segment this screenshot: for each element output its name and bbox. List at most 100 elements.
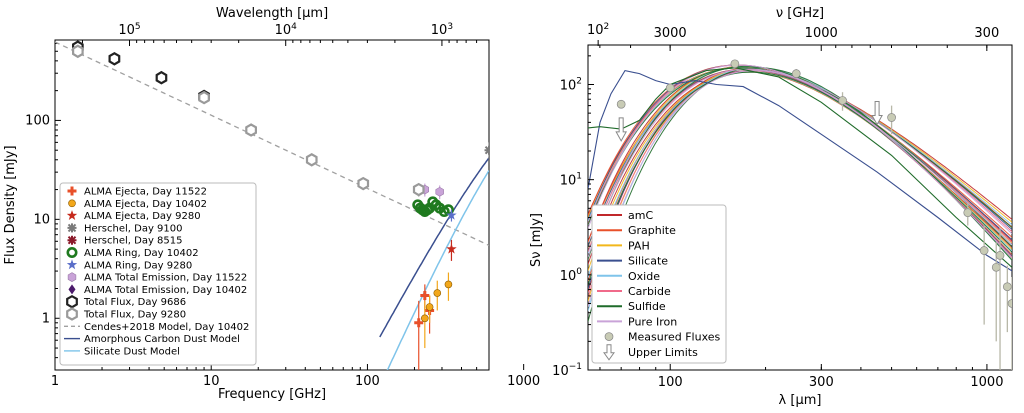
data-point [446, 209, 457, 220]
right-top-axis-ticks: 3000 1000 300 [599, 26, 999, 51]
legend-marker [67, 223, 77, 233]
right-plot-frame [587, 44, 1013, 371]
data-point [72, 44, 84, 59]
model-curve-silicate-outlier [588, 69, 1012, 272]
model-curve-pure-iron [588, 64, 1012, 245]
legend-marker [68, 199, 76, 208]
legend-label: Measured Fluxes [628, 331, 721, 344]
left-chart: 1 10 100 1000 1 10 100 105 104 103 102 Frequency … [3, 6, 609, 402]
data-point [412, 182, 425, 197]
legend-marker [68, 284, 76, 295]
legend-marker [603, 344, 615, 361]
legend-marker [66, 307, 78, 321]
top-tick-label: 105 [118, 22, 140, 38]
data-point [484, 145, 489, 155]
right-y-axis-title: Sν [mJy] [529, 213, 544, 267]
legend-label: Silicate [628, 255, 668, 268]
left-axis-ticks: 1 10 100 1000 1 10 100 [25, 42, 540, 389]
top-tick-label: 3000 [654, 26, 687, 41]
legend-label: Upper Limits [628, 346, 698, 359]
legend-marker [67, 186, 77, 196]
right-top-axis-title: ν [GHz] [776, 6, 824, 21]
data-point [420, 290, 430, 300]
legend-label: PAH [628, 239, 650, 252]
measured-flux-point [838, 96, 847, 105]
legend-marker [66, 210, 78, 220]
upper-limit-arrow [615, 117, 628, 142]
y-tick-label: 102 [560, 76, 582, 93]
legend-marker [66, 247, 78, 259]
left-x-axis-title: Frequency [GHz] [218, 387, 326, 402]
legend-label: Graphite [628, 224, 676, 237]
right-legend-box [591, 204, 727, 364]
measured-flux-point [1007, 299, 1012, 308]
top-tick-label: 102 [587, 22, 609, 38]
y-tick-label: 100 [25, 113, 50, 128]
right-data-points [615, 59, 1012, 370]
legend-marker [67, 235, 77, 245]
data-point [357, 176, 370, 191]
left-plot-frame [54, 39, 490, 371]
legend-label: Carbide [628, 285, 671, 298]
data-point [305, 153, 318, 167]
legend-marker [66, 259, 78, 270]
right-x-axis-title: λ [μm] [779, 393, 822, 408]
upper-limit-marker [493, 188, 500, 195]
right-chart: 100 300 1000 10−1 100 101 102 3000 1000 300 λ [μ… [529, 6, 1013, 408]
right-axis-ticks: 100 300 1000 10−1 100 101 102 [552, 55, 1003, 390]
measured-flux-point [665, 83, 675, 93]
measured-flux-point [887, 113, 896, 122]
data-point [108, 52, 121, 66]
legend-label: ALMA Ejecta, Day 10402 [84, 199, 207, 210]
top-tick-label: 1000 [805, 26, 838, 41]
top-tick-label: 300 [974, 26, 999, 41]
legend-label: ALMA Ejecta, Day 9280 [84, 211, 201, 222]
measured-flux-point [616, 99, 626, 109]
legend-label: amC [628, 209, 653, 222]
left-top-axis-title: Wavelength [μm] [216, 6, 328, 21]
data-point [155, 70, 168, 85]
x-tick-label: 100 [355, 374, 380, 389]
legend-marker [604, 332, 614, 341]
legend-label: ALMA Ring, Day 10402 [84, 248, 199, 259]
model-curve-sulfide [588, 67, 1012, 228]
legend-label: Herschel, Day 9100 [84, 223, 183, 234]
legend-label: ALMA Total Emission, Day 10402 [84, 285, 247, 296]
legend-label: ALMA Total Emission, Day 11522 [84, 273, 247, 284]
model-curve-sulfide [588, 71, 1012, 286]
x-tick-label: 1000 [970, 375, 1003, 390]
model-curve-pure-iron [588, 68, 1012, 258]
left-y-axis-title: Flux Density [mJy] [3, 145, 18, 264]
legend-label: Total Flux, Day 9280 [83, 310, 186, 321]
upper-limit-arrow [492, 251, 500, 258]
legend-marker [66, 294, 78, 309]
y-tick-label: 101 [560, 172, 582, 189]
top-tick-label: 103 [431, 22, 453, 38]
legend-label: Cendes+2018 Model, Day 10402 [84, 322, 249, 333]
legend-label: Total Flux, Day 9686 [83, 297, 186, 308]
measured-flux-point [979, 246, 989, 255]
data-point [446, 243, 457, 254]
measured-flux-point [1002, 282, 1012, 292]
data-point [425, 303, 434, 311]
x-tick-label: 300 [809, 375, 834, 390]
upper-limit-arrow [871, 101, 883, 126]
measured-flux-point [963, 208, 973, 218]
x-tick-label: 1 [51, 374, 59, 389]
data-point [414, 318, 424, 328]
measured-flux-point [991, 262, 1001, 272]
model-curve-amc [588, 67, 1012, 220]
legend-marker [67, 272, 77, 282]
legend-label: Herschel, Day 8515 [84, 236, 183, 247]
legend-label: ALMA Ring, Day 9280 [84, 260, 192, 271]
amorphous-carbon-model-line [379, 157, 489, 338]
x-tick-label: 1000 [507, 374, 540, 389]
upper-limit-marker [493, 231, 500, 238]
measured-flux-point [730, 59, 740, 69]
data-point [421, 314, 429, 323]
measured-flux-point [791, 69, 801, 78]
legend-label: Silicate Dust Model [84, 346, 180, 357]
measured-flux-point [995, 251, 1005, 260]
